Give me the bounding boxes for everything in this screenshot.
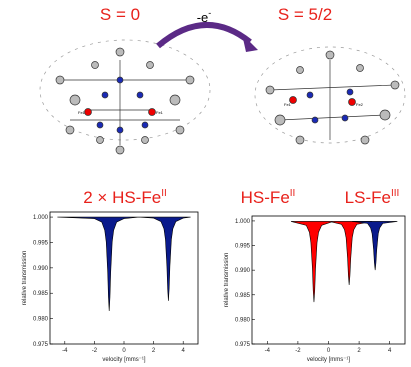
label-text: LS-Fe — [345, 188, 391, 207]
y-tick-label: 1.000 — [33, 215, 49, 221]
label-text: HS-Fe — [241, 188, 290, 207]
y-tick-label: 0.980 — [33, 317, 49, 323]
atom-label: Fe1 — [156, 110, 164, 115]
atom-label: Fe2 — [356, 102, 364, 107]
plot-frame — [252, 216, 405, 344]
x-tick-label: 0 — [327, 348, 331, 354]
label-text: 2 × HS-Fe — [83, 188, 161, 207]
label-sup: II — [161, 188, 167, 199]
plot-frame — [50, 212, 198, 344]
label-sup: III — [391, 188, 399, 199]
spectrum-area — [291, 221, 372, 302]
y-axis-label: relative transmission — [224, 253, 230, 308]
y-tick-label: 0.975 — [33, 342, 49, 348]
x-tick-label: 2 — [152, 348, 156, 354]
y-tick-label: 0.980 — [235, 317, 251, 323]
oxidation-sup: - — [208, 8, 211, 18]
y-axis-label: relative transmission — [22, 251, 28, 306]
y-tick-label: 0.995 — [33, 240, 49, 246]
label-sup: II — [290, 188, 296, 199]
arrow — [158, 25, 250, 46]
x-tick-label: -4 — [62, 348, 68, 354]
state-label: S = 0 — [100, 5, 140, 24]
x-tick-label: 4 — [388, 348, 392, 354]
x-tick-label: 4 — [182, 348, 186, 354]
x-tick-label: -2 — [295, 348, 301, 354]
y-tick-label: 0.990 — [33, 266, 49, 272]
y-tick-label: 0.990 — [235, 268, 251, 274]
x-tick-label: 2 — [357, 348, 361, 354]
x-tick-label: -4 — [265, 348, 271, 354]
y-tick-label: 0.995 — [235, 244, 251, 250]
oxidation-text: -e — [197, 10, 209, 25]
spectrum-area — [352, 221, 397, 270]
x-axis-label: velocity [mms⁻¹] — [307, 357, 351, 363]
x-tick-label: 0 — [122, 348, 126, 354]
arrow-head — [242, 34, 258, 52]
figure: Fe1' Fe1 Fe1 Fe2 S = 0 -e- S = 5/2 0.975… — [0, 0, 411, 367]
x-tick-label: -2 — [92, 348, 98, 354]
chart-label: LS-FeIII — [345, 188, 400, 207]
left-molecule — [40, 40, 210, 154]
spectrum-area — [57, 217, 190, 311]
chart-label: 2 × HS-FeII — [83, 188, 167, 207]
atom-label: Fe1 — [284, 102, 292, 107]
chart-label: HS-FeII — [241, 188, 296, 207]
y-tick-label: 0.985 — [235, 293, 251, 299]
state-label: S = 5/2 — [278, 5, 332, 24]
y-tick-label: 0.975 — [235, 342, 251, 348]
x-axis-label: velocity [mms⁻¹] — [102, 357, 146, 363]
y-tick-label: 0.985 — [33, 291, 49, 297]
right-molecule — [255, 47, 405, 144]
atom-label: Fe1' — [78, 110, 86, 115]
y-tick-label: 1.000 — [235, 219, 251, 225]
